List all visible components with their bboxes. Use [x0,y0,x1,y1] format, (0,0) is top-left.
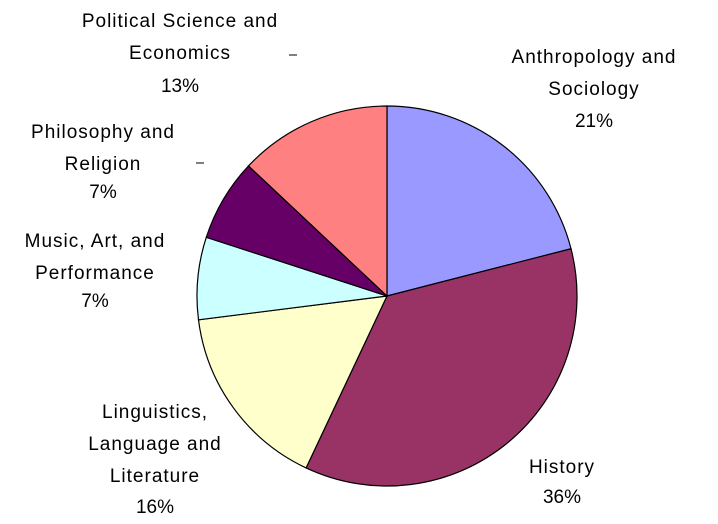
slice-label: Political Science and Economics [81,11,279,64]
slice-percent: 21% [574,111,614,132]
pie-slice [386,105,572,297]
slice-label: History [528,457,596,478]
slice-percent: 16% [135,497,175,518]
pie-slice [247,105,388,298]
slice-label: Anthropology and Sociology [511,47,677,100]
pie-slice [197,295,389,469]
pie-slice [305,248,578,487]
slice-label: Philosophy and Religion [31,122,175,175]
slice-label: Linguistics, Language and Literature [88,402,222,487]
slice-label: Music, Art, and Performance [24,231,166,284]
slice-percent: 7% [81,291,109,312]
slice-percent: 13% [160,76,200,97]
slice-percent: 36% [542,487,582,508]
slice-percent: 7% [89,182,117,203]
